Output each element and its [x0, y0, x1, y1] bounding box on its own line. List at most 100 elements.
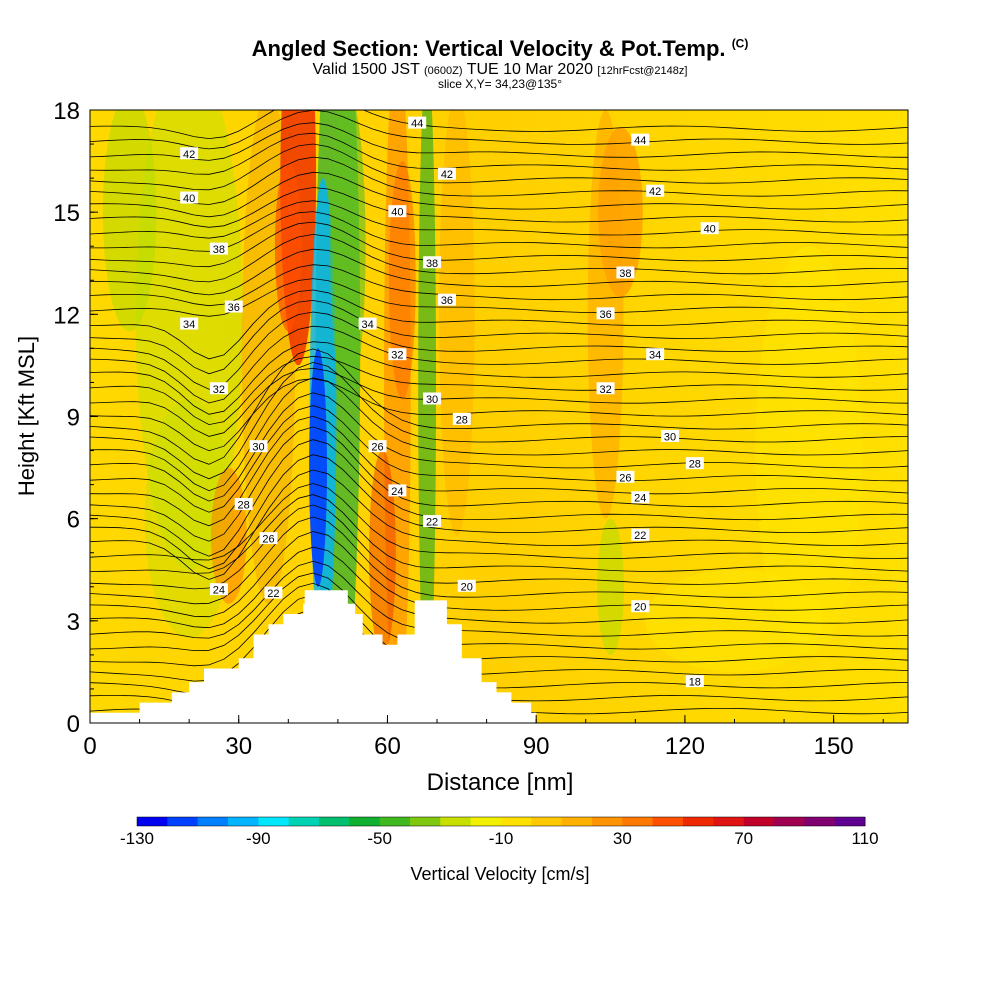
theta-contour-line — [90, 531, 908, 618]
contour-label-text: 24 — [391, 486, 403, 498]
contour-label-bg — [457, 579, 476, 592]
contour-label-bg — [631, 528, 650, 541]
contour-label-bg — [209, 382, 228, 395]
theta-contour-line — [90, 454, 908, 570]
contour-label-bg — [408, 116, 427, 129]
theta-contour-line — [90, 546, 908, 629]
contour-label-bg — [180, 317, 199, 330]
x-tick-label: 90 — [523, 733, 550, 760]
theta-contour-line — [90, 415, 908, 527]
y-tick-label: 12 — [53, 302, 80, 329]
theta-contour-line — [90, 278, 908, 317]
contour-label: 42 — [180, 147, 199, 161]
contour-label-bg — [388, 484, 407, 497]
contour-label: 28 — [234, 498, 253, 512]
contour-label: 22 — [423, 515, 442, 529]
contour-label-text: 28 — [238, 500, 250, 512]
theta-contour-line — [90, 355, 908, 426]
colorbar-swatch — [774, 817, 805, 826]
contour-label-bg — [596, 382, 615, 395]
contour-label: 36 — [437, 293, 456, 307]
colorbar-swatch — [379, 817, 411, 826]
contour-label: 34 — [180, 317, 199, 331]
contour-label: 30 — [423, 392, 442, 406]
x-axis-label: Distance [nm] — [427, 769, 574, 796]
theta-contour-line — [90, 469, 908, 580]
theta-contour-line — [90, 405, 908, 513]
contour-label: 24 — [388, 484, 407, 498]
contour-label: 38 — [209, 242, 228, 256]
contour-label-text: 22 — [634, 530, 646, 542]
theta-contour-line — [90, 378, 908, 452]
contour-label-text: 34 — [649, 350, 661, 362]
y-tick-label: 18 — [53, 98, 80, 125]
forecast-date: TUE 10 Mar 2020 — [466, 61, 593, 78]
plot-area: 44 44 42 42 42 40 40 40 38 38 38 36 36 36 34 34 34 32 32 32… — [89, 109, 909, 724]
colorbar-tick-label: 70 — [734, 829, 753, 848]
theta-contour-line — [90, 426, 908, 542]
contour-label: 34 — [358, 317, 377, 331]
contour-label: 28 — [452, 412, 471, 426]
colorbar-swatch — [167, 817, 199, 826]
contour-label-text: 28 — [689, 459, 701, 471]
x-tick-label: 60 — [374, 733, 401, 760]
title-text: Angled Section: Vertical Velocity & Pot.… — [251, 36, 726, 61]
velocity-field — [102, 110, 863, 723]
contour-label-text: 40 — [183, 193, 195, 205]
theta-contour-line — [90, 110, 908, 150]
theta-contour-line — [90, 132, 908, 175]
contour-label-bg — [616, 470, 635, 483]
y-axis: 0 3 6 9 12 15 18 — [53, 98, 98, 738]
contour-label-text: 24 — [213, 585, 225, 597]
contour-label-text: 30 — [426, 394, 438, 406]
velocity-blob — [388, 161, 416, 400]
theta-contour-line — [90, 582, 908, 667]
x-tick-label: 30 — [225, 733, 252, 760]
theta-contour-line — [90, 439, 908, 557]
contour-label: 24 — [631, 491, 650, 505]
theta-contour-line — [90, 516, 908, 605]
forecast-info: [12hrFcst@2148z] — [597, 65, 688, 77]
colorbar-swatch — [440, 817, 472, 826]
colorbar-tick-label: 30 — [613, 829, 632, 848]
theta-contour-line — [90, 311, 908, 390]
colorbar: -130 -90 -50 -10 30 70 110 — [120, 816, 879, 848]
velocity-blob — [369, 450, 396, 655]
y-axis-label: Height [Kft MSL] — [14, 336, 39, 496]
colorbar-tick-label: -50 — [367, 829, 392, 848]
velocity-blob — [755, 246, 863, 655]
colorbar-label: Vertical Velocity [cm/s] — [410, 864, 589, 884]
contour-label-bg — [249, 440, 268, 453]
contour-label: 22 — [264, 586, 283, 600]
theta-contour-line — [90, 187, 908, 228]
y-tick-label: 15 — [53, 200, 80, 227]
theta-contour-line — [90, 156, 908, 205]
contour-label: 40 — [180, 191, 199, 205]
contour-label: 36 — [596, 307, 615, 321]
theta-contour-line — [90, 367, 908, 437]
colorbar-frame — [136, 816, 866, 827]
colorbar-swatch — [258, 817, 290, 826]
colorbar-swatch — [683, 817, 714, 826]
velocity-blob — [645, 569, 824, 672]
theta-contour-line — [90, 171, 908, 218]
contour-label-text: 26 — [619, 472, 631, 484]
slice-info: slice X,Y= 34,23@135° — [437, 77, 563, 91]
colorbar-tick-label: -10 — [489, 829, 514, 848]
colorbar-swatch — [501, 817, 532, 826]
contour-label: 44 — [631, 133, 650, 147]
theta-contour-line — [90, 289, 908, 360]
theta-contour-line — [90, 110, 908, 140]
colorbar-swatch — [531, 817, 563, 826]
contour-label-text: 38 — [213, 244, 225, 256]
colorbar-swatch — [622, 817, 654, 826]
contour-label-bg — [661, 429, 680, 442]
contour-label-bg — [631, 600, 650, 613]
contour-label-bg — [209, 242, 228, 255]
contour-label: 26 — [368, 440, 387, 454]
theta-contour-line — [90, 233, 908, 283]
terrain-profile — [90, 590, 537, 723]
contour-label-text: 20 — [634, 602, 646, 614]
contour-label-bg — [209, 583, 228, 596]
